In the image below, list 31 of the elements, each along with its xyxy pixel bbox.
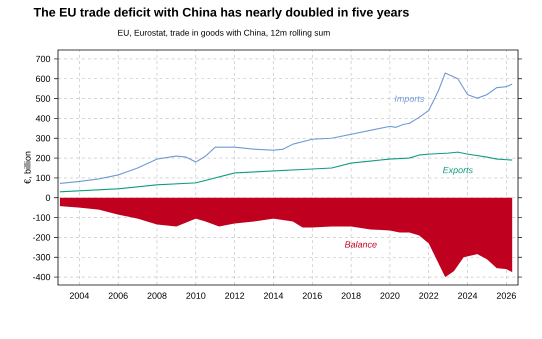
y-tick-label: -300: [32, 254, 50, 260]
y-tick-label: -400: [32, 274, 50, 280]
x-tick-label: 2018: [342, 292, 361, 299]
series-label: Balance: [344, 241, 377, 248]
x-tick-label: 2010: [186, 292, 206, 299]
x-tick-label: 2016: [302, 292, 322, 299]
y-tick-label: 200: [36, 154, 50, 162]
y-tick-label: 600: [36, 76, 50, 82]
chart-subtitle: EU, Eurostat, trade in goods with China, 12m rolling sum: [118, 30, 330, 38]
series-label: Exports: [442, 166, 473, 175]
x-tick-label: 2014: [264, 292, 284, 299]
x-tick-label: 2022: [419, 292, 438, 299]
chart-title: The EU trade deficit with China has nearly doubled in five years: [34, 8, 409, 20]
y-tick-label: 400: [36, 115, 50, 122]
x-tick-label: 2004: [70, 292, 90, 299]
y-tick-label: -100: [32, 214, 50, 221]
x-tick-label: 2020: [380, 292, 400, 299]
y-tick-label: 100: [36, 174, 50, 182]
x-tick-label: 2026: [496, 292, 516, 299]
x-tick-label: 2012: [225, 292, 244, 299]
y-tick-label: -200: [32, 234, 50, 241]
y-tick-label: 300: [36, 135, 50, 142]
line-series: [59, 152, 513, 192]
y-tick-label: 0: [46, 194, 50, 201]
y-tick-label: 700: [36, 56, 50, 62]
y-axis-title: €, billion: [24, 152, 32, 184]
y-tick-label: 500: [36, 95, 50, 102]
x-tick-label: 2024: [458, 292, 478, 299]
series-label: Imports: [394, 96, 424, 104]
x-tick-label: 2006: [108, 292, 128, 299]
x-tick-label: 2008: [147, 292, 167, 299]
